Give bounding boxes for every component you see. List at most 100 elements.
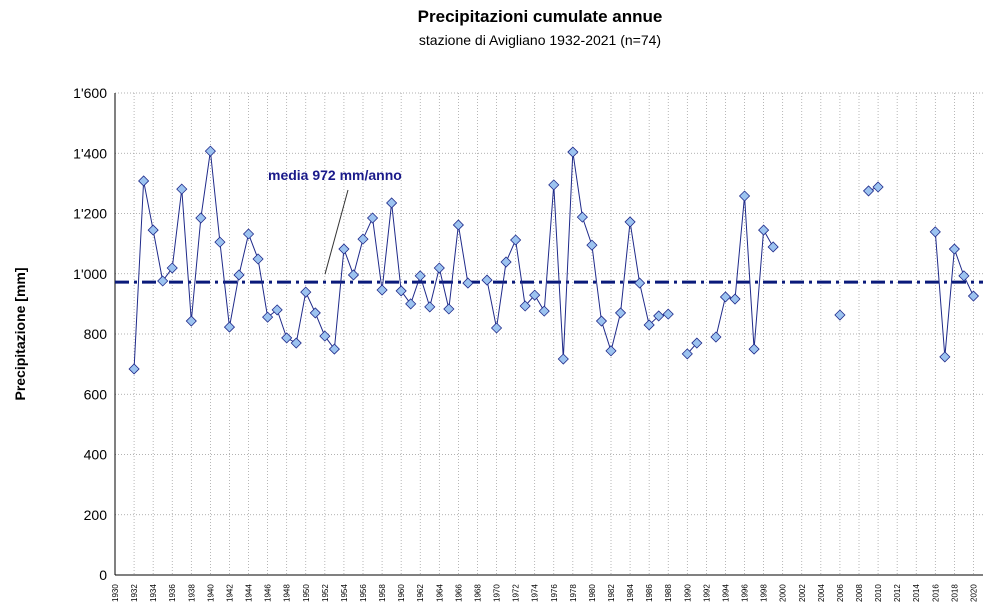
series-line [486, 151, 669, 360]
data-point [195, 212, 207, 224]
data-point [490, 322, 503, 334]
data-point [729, 293, 741, 305]
data-point [395, 285, 407, 297]
data-point [223, 321, 236, 333]
x-tick-label: 2014 [912, 584, 921, 602]
data-point [510, 234, 522, 246]
data-point [605, 345, 617, 357]
x-tick-label: 2004 [817, 584, 826, 602]
data-point [624, 216, 636, 228]
x-tick-label: 1992 [702, 584, 711, 602]
data-point [662, 308, 674, 320]
data-point [958, 270, 970, 282]
x-tick-label: 1968 [473, 584, 482, 602]
data-point [347, 269, 360, 281]
data-point [309, 307, 321, 319]
data-point [529, 289, 541, 301]
data-point [758, 224, 770, 236]
x-tick-label: 1948 [283, 584, 292, 602]
x-tick-label: 1932 [130, 584, 139, 602]
x-tick-label: 1966 [454, 584, 463, 602]
x-tick-label: 1996 [741, 584, 750, 602]
data-point [748, 343, 760, 355]
data-point [586, 239, 598, 251]
x-tick-label: 1972 [512, 584, 521, 602]
x-tick-label: 1964 [435, 584, 444, 602]
data-point [862, 185, 875, 197]
data-point [300, 286, 312, 298]
data-point [357, 233, 369, 245]
x-tick-label: 2008 [855, 584, 864, 602]
data-point [681, 348, 693, 360]
chart-title: Precipitazioni cumulate annue [418, 7, 663, 26]
data-point [128, 363, 140, 375]
x-tick-label: 1956 [359, 584, 368, 602]
data-point [281, 332, 293, 344]
data-point [548, 179, 560, 191]
x-tick-label: 1984 [626, 584, 635, 602]
y-tick-label: 400 [84, 447, 108, 463]
annotation-leader [324, 189, 349, 275]
data-point [138, 175, 150, 187]
data-point [414, 270, 426, 282]
x-tick-label: 1974 [531, 584, 540, 602]
data-point [872, 181, 884, 193]
x-tick-label: 2020 [969, 584, 978, 602]
x-tick-label: 1970 [493, 584, 502, 602]
series-line [133, 151, 469, 369]
data-point [738, 190, 751, 202]
data-point [948, 243, 960, 255]
x-tick-label: 1940 [206, 584, 215, 602]
y-tick-label: 800 [84, 326, 108, 342]
data-point [386, 197, 398, 209]
data-point [242, 228, 255, 240]
data-point [376, 284, 388, 296]
data-point [366, 212, 379, 224]
data-point [252, 253, 264, 265]
data-point [691, 337, 703, 349]
x-tick-label: 1934 [149, 584, 158, 602]
data-point [166, 262, 178, 274]
x-tick-label: 2000 [779, 584, 788, 602]
data-point [595, 315, 608, 327]
data-point [147, 224, 159, 236]
data-point [643, 319, 655, 331]
y-tick-label: 200 [84, 507, 108, 523]
x-tick-label: 1942 [225, 584, 234, 602]
y-tick-label: 1'400 [73, 145, 107, 161]
data-point [576, 211, 588, 223]
x-tick-label: 1976 [550, 584, 559, 602]
data-point [271, 304, 283, 316]
data-point [424, 301, 436, 313]
x-tick-label: 1950 [302, 584, 311, 602]
series-line [715, 195, 774, 350]
data-point [462, 277, 474, 289]
chart-subtitle: stazione di Avigliano 1932-2021 (n=74) [419, 32, 661, 48]
x-tick-label: 2012 [893, 584, 902, 602]
data-point [834, 309, 846, 321]
data-point [319, 330, 331, 342]
x-tick-label: 1990 [683, 584, 692, 602]
data-point [767, 241, 779, 253]
x-tick-label: 2002 [798, 584, 807, 602]
y-tick-label: 1'600 [73, 85, 107, 101]
x-tick-label: 1944 [245, 584, 254, 602]
y-tick-label: 600 [84, 386, 108, 402]
data-point [204, 145, 216, 157]
x-tick-label: 1954 [340, 584, 349, 602]
data-point [214, 236, 226, 248]
data-point [328, 343, 340, 355]
x-tick-label: 2006 [836, 584, 845, 602]
x-tick-label: 1978 [569, 584, 578, 602]
x-tick-label: 1930 [111, 584, 120, 602]
data-point [557, 353, 569, 365]
data-point [538, 305, 550, 317]
data-point [967, 290, 980, 302]
x-tick-label: 1998 [760, 584, 769, 602]
data-point [634, 277, 646, 289]
data-point [614, 307, 627, 319]
y-tick-label: 0 [99, 567, 107, 583]
x-tick-label: 2018 [950, 584, 959, 602]
annotation: media 972 mm/anno [268, 167, 402, 183]
